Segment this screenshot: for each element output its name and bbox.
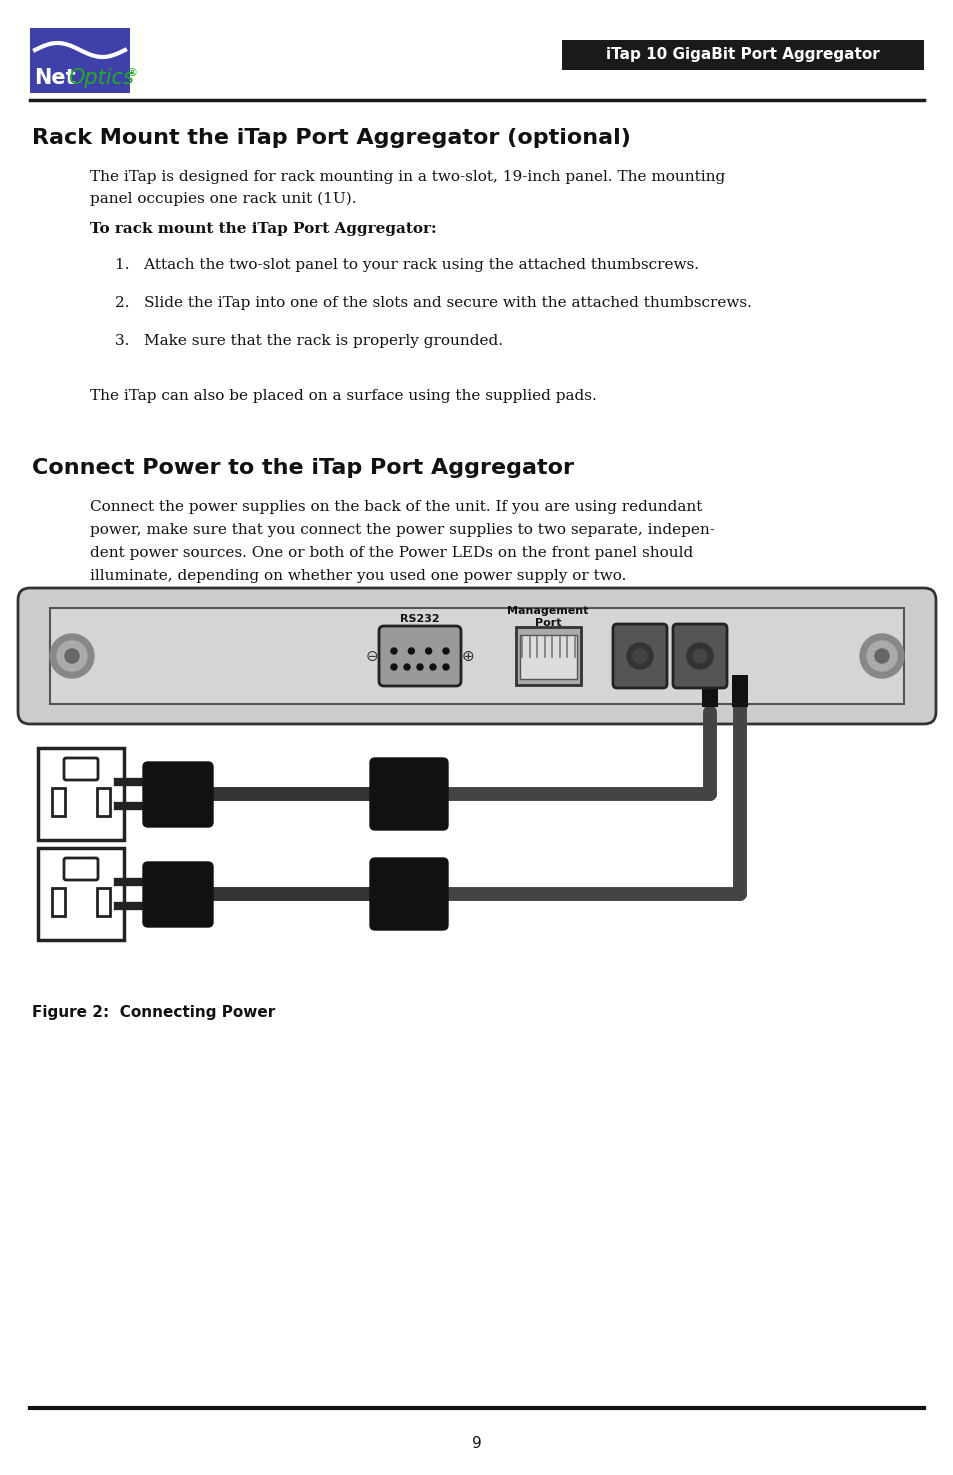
Text: Net: Net (34, 68, 75, 88)
Text: RS232: RS232 (399, 614, 439, 624)
Text: 9: 9 (472, 1437, 481, 1451)
FancyBboxPatch shape (52, 788, 65, 816)
FancyBboxPatch shape (672, 624, 726, 687)
Text: 2.   Slide the iTap into one of the slots and secure with the attached thumbscre: 2. Slide the iTap into one of the slots … (115, 296, 751, 310)
Text: To rack mount the iTap Port Aggregator:: To rack mount the iTap Port Aggregator: (90, 223, 436, 236)
FancyBboxPatch shape (18, 589, 935, 724)
FancyBboxPatch shape (38, 748, 124, 839)
FancyBboxPatch shape (370, 758, 448, 830)
FancyBboxPatch shape (370, 858, 448, 931)
Text: panel occupies one rack unit (1U).: panel occupies one rack unit (1U). (90, 192, 356, 206)
Text: Rack Mount the iTap Port Aggregator (optional): Rack Mount the iTap Port Aggregator (opt… (32, 128, 630, 148)
FancyBboxPatch shape (561, 40, 923, 69)
FancyBboxPatch shape (97, 888, 110, 916)
FancyBboxPatch shape (143, 861, 213, 926)
Text: Port: Port (535, 618, 560, 628)
FancyBboxPatch shape (97, 788, 110, 816)
Circle shape (391, 664, 396, 670)
Text: Optics: Optics (68, 68, 133, 88)
Text: iTap 10 GigaBit Port Aggregator: iTap 10 GigaBit Port Aggregator (605, 47, 879, 62)
Circle shape (65, 649, 79, 662)
Text: ⊖: ⊖ (365, 649, 378, 664)
FancyBboxPatch shape (613, 624, 666, 687)
FancyBboxPatch shape (516, 627, 580, 684)
FancyBboxPatch shape (378, 625, 460, 686)
Circle shape (57, 642, 87, 671)
Circle shape (50, 634, 94, 678)
Text: ®: ® (126, 68, 137, 78)
FancyBboxPatch shape (731, 676, 747, 707)
Circle shape (442, 664, 449, 670)
FancyBboxPatch shape (30, 28, 130, 93)
Circle shape (391, 648, 396, 653)
Circle shape (403, 664, 410, 670)
Circle shape (626, 643, 652, 670)
FancyBboxPatch shape (519, 636, 577, 679)
FancyBboxPatch shape (143, 763, 213, 827)
Circle shape (442, 648, 449, 653)
Circle shape (686, 643, 712, 670)
FancyBboxPatch shape (64, 758, 98, 780)
Circle shape (416, 664, 422, 670)
Text: 1.   Attach the two-slot panel to your rack using the attached thumbscrews.: 1. Attach the two-slot panel to your rac… (115, 258, 699, 271)
Text: The iTap can also be placed on a surface using the supplied pads.: The iTap can also be placed on a surface… (90, 389, 597, 403)
Circle shape (866, 642, 896, 671)
Text: 3.   Make sure that the rack is properly grounded.: 3. Make sure that the rack is properly g… (115, 333, 502, 348)
Text: Connect Power to the iTap Port Aggregator: Connect Power to the iTap Port Aggregato… (32, 459, 574, 478)
Text: ⊕: ⊕ (461, 649, 474, 664)
Text: The iTap is designed for rack mounting in a two-slot, 19-inch panel. The mountin: The iTap is designed for rack mounting i… (90, 170, 724, 184)
Text: dent power sources. One or both of the Power LEDs on the front panel should: dent power sources. One or both of the P… (90, 546, 693, 560)
Text: illuminate, depending on whether you used one power supply or two.: illuminate, depending on whether you use… (90, 569, 626, 583)
Text: Figure 2:  Connecting Power: Figure 2: Connecting Power (32, 1004, 275, 1021)
Circle shape (692, 649, 706, 662)
FancyBboxPatch shape (50, 608, 903, 704)
Circle shape (408, 648, 414, 653)
FancyBboxPatch shape (52, 888, 65, 916)
Circle shape (859, 634, 903, 678)
Circle shape (633, 649, 646, 662)
FancyBboxPatch shape (701, 676, 718, 707)
Circle shape (425, 648, 431, 653)
Text: power, make sure that you connect the power supplies to two separate, indepen-: power, make sure that you connect the po… (90, 524, 714, 537)
Circle shape (430, 664, 436, 670)
Circle shape (874, 649, 888, 662)
Text: Connect the power supplies on the back of the unit. If you are using redundant: Connect the power supplies on the back o… (90, 500, 701, 513)
FancyBboxPatch shape (38, 848, 124, 940)
FancyBboxPatch shape (64, 858, 98, 881)
Text: Management: Management (507, 606, 588, 617)
